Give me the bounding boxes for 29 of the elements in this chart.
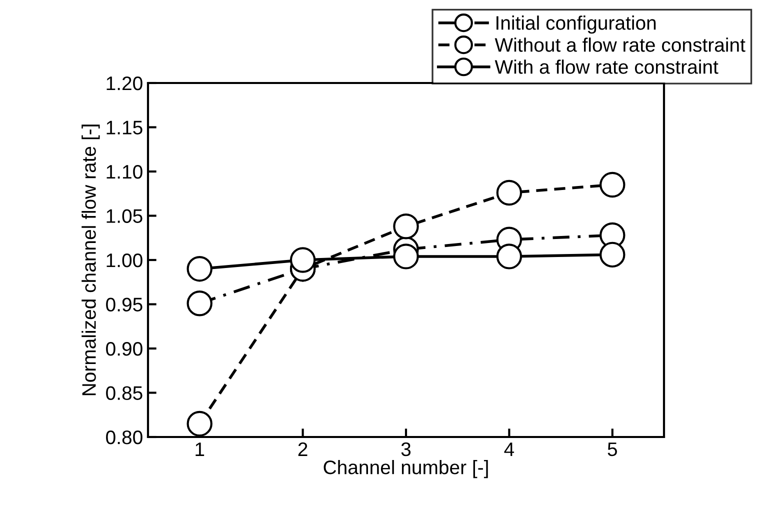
legend-label: With a flow rate constraint <box>494 60 718 74</box>
x-axis-title: Channel number [-] <box>324 460 488 478</box>
y-tick-label: 1.10 <box>106 164 142 179</box>
y-tick-label: 0.85 <box>106 386 142 400</box>
y-tick-label: 0.95 <box>106 298 142 312</box>
legend-label: Without a flow rate constraint <box>494 38 746 52</box>
y-tick-label: 1.00 <box>106 253 142 268</box>
point <box>393 244 419 270</box>
point <box>496 244 522 270</box>
x-tick-label: 3 <box>401 442 411 456</box>
y-tick-label: 1.20 <box>106 76 142 90</box>
point <box>393 214 419 240</box>
y-tick-label: 0.80 <box>106 430 142 444</box>
x-tick-label: 5 <box>608 442 617 456</box>
y-tick-label: 1.05 <box>106 209 142 223</box>
x-tick-label: 1 <box>196 442 204 456</box>
point <box>600 172 626 198</box>
y-tick-label: 0.90 <box>106 342 142 356</box>
point <box>600 242 626 268</box>
x-tick-label: 4 <box>504 442 514 456</box>
y-axis-title: Normalized channel flow rate [-] <box>82 124 100 396</box>
point <box>290 247 316 273</box>
point <box>186 256 212 282</box>
legend-label: Initial configuration <box>496 16 656 34</box>
x-tick-label: 2 <box>298 442 308 456</box>
point <box>186 290 212 316</box>
point <box>496 180 522 206</box>
y-tick-label: 1.15 <box>106 120 142 134</box>
point <box>186 410 212 437</box>
